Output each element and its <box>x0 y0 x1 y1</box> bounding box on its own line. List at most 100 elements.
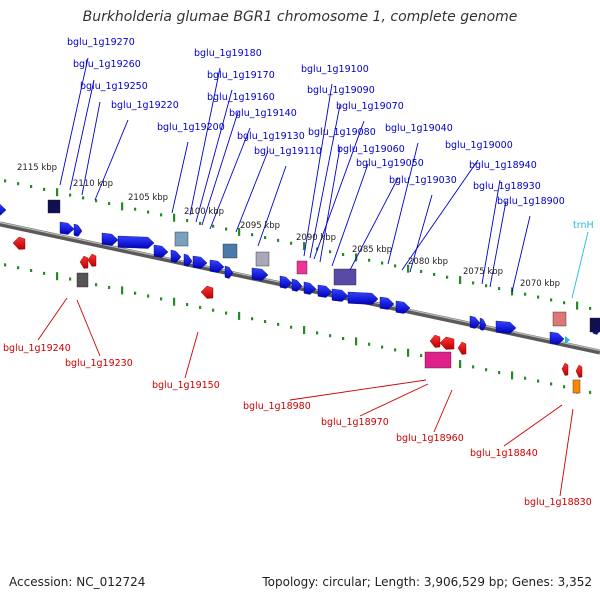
gene-plus[interactable] <box>183 253 193 267</box>
gene-label-plus: bglu_1g19270 <box>67 37 135 48</box>
scale-tick <box>69 277 72 281</box>
gene-plus[interactable] <box>291 278 303 292</box>
gene-label-plus: bglu_1g19110 <box>254 146 322 157</box>
gene-label-plus: bglu_1g19000 <box>445 140 513 151</box>
gene-minus[interactable] <box>457 341 467 355</box>
gene-box[interactable] <box>333 268 357 286</box>
gene-minus[interactable] <box>575 364 583 378</box>
scale-tick <box>537 295 540 299</box>
scale-tick <box>342 253 345 257</box>
scale-tick <box>95 199 98 203</box>
gene-plus[interactable] <box>395 300 411 314</box>
leader-line <box>94 119 129 201</box>
gene-plus[interactable] <box>224 265 234 279</box>
gene-box[interactable] <box>552 311 567 327</box>
gene-plus[interactable] <box>101 232 119 246</box>
leader-line <box>331 163 369 267</box>
gene-plus[interactable] <box>153 244 169 258</box>
gene-label-plus: bglu_1g19080 <box>308 127 376 138</box>
scale-tick <box>251 233 254 237</box>
gene-box[interactable] <box>572 379 581 394</box>
gene-plus[interactable] <box>59 221 75 235</box>
gene-box[interactable] <box>424 351 452 369</box>
scale-tick <box>290 241 293 245</box>
scale-tick <box>69 193 72 197</box>
leader-line <box>257 165 287 247</box>
gene-box[interactable] <box>47 199 61 214</box>
scale-tick <box>147 294 150 298</box>
scale-tick <box>264 320 267 324</box>
leader-line <box>489 200 507 288</box>
gene-box[interactable] <box>255 251 270 267</box>
gene-minus[interactable] <box>439 336 455 350</box>
gene-plus[interactable] <box>117 235 155 249</box>
leader-line <box>359 383 429 417</box>
scale-label: 2085 kbp <box>352 245 392 255</box>
genes-layer[interactable] <box>0 199 600 394</box>
gene-label-minus: bglu_1g18840 <box>470 448 538 459</box>
scale-tick <box>108 286 111 290</box>
gene-plus[interactable] <box>209 259 225 273</box>
scale-tick <box>238 227 241 236</box>
gene-minus[interactable] <box>429 334 441 348</box>
scale-tick <box>17 266 20 270</box>
scale-tick <box>420 354 423 358</box>
gene-box[interactable] <box>222 243 238 259</box>
scale-tick <box>160 213 163 217</box>
trna-gene[interactable] <box>565 336 570 344</box>
gene-plus[interactable] <box>279 275 293 289</box>
gene-plus[interactable] <box>251 267 269 281</box>
leader-line <box>303 83 333 257</box>
scale-tick <box>433 272 436 276</box>
gene-label-minus: bglu_1g19240 <box>3 343 71 354</box>
leader-line <box>235 150 269 233</box>
gene-plus[interactable] <box>303 281 317 295</box>
gene-plus[interactable] <box>549 331 565 345</box>
leader-line <box>559 408 574 497</box>
gene-plus[interactable] <box>495 320 517 334</box>
scale-tick <box>173 213 176 222</box>
gene-plus[interactable] <box>347 291 379 305</box>
scale-tick <box>251 317 254 321</box>
gene-label-plus: bglu_1g19260 <box>73 59 141 70</box>
gene-plus[interactable] <box>331 288 349 302</box>
leader-line <box>81 101 101 196</box>
gene-minus[interactable] <box>12 236 26 250</box>
gene-plus[interactable] <box>479 317 487 331</box>
gene-box[interactable] <box>174 231 189 247</box>
scale-tick <box>56 188 59 197</box>
scale-tick <box>576 301 579 310</box>
gene-label-plus: bglu_1g18900 <box>497 196 565 207</box>
scale-tick <box>95 283 98 287</box>
scale-tick <box>30 185 33 189</box>
scale-tick <box>498 287 501 291</box>
gene-box[interactable] <box>296 260 308 275</box>
gene-minus[interactable] <box>561 362 569 376</box>
gene-label-plus: bglu_1g18930 <box>473 181 541 192</box>
gene-plus[interactable] <box>192 255 208 269</box>
scale-tick <box>472 281 475 285</box>
gene-label-minus: bglu_1g18980 <box>243 401 311 412</box>
gene-box[interactable] <box>76 272 89 288</box>
leader-line <box>189 67 221 216</box>
scale-tick <box>563 301 566 305</box>
leader-line <box>76 299 101 357</box>
scale-tick <box>459 360 462 369</box>
gene-plus[interactable] <box>317 284 333 298</box>
gene-box[interactable] <box>589 317 600 333</box>
gene-label-minus: bglu_1g18830 <box>524 497 592 508</box>
gene-plus[interactable] <box>73 223 83 237</box>
leader-line <box>171 141 189 214</box>
gene-plus[interactable] <box>469 315 481 329</box>
gene-minus[interactable] <box>200 285 214 299</box>
gene-plus[interactable] <box>0 203 7 216</box>
gene-label-plus: bglu_1g19070 <box>336 101 404 112</box>
gene-plus[interactable] <box>379 296 395 310</box>
gene-minus[interactable] <box>79 255 89 269</box>
scale-tick <box>186 219 189 223</box>
gene-minus[interactable] <box>87 253 97 267</box>
gene-plus[interactable] <box>170 249 182 263</box>
gene-label-minus: bglu_1g19150 <box>152 380 220 391</box>
scale-tick <box>121 202 124 211</box>
